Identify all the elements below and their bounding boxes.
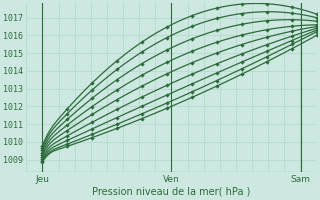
X-axis label: Pression niveau de la mer( hPa ): Pression niveau de la mer( hPa )	[92, 187, 251, 197]
